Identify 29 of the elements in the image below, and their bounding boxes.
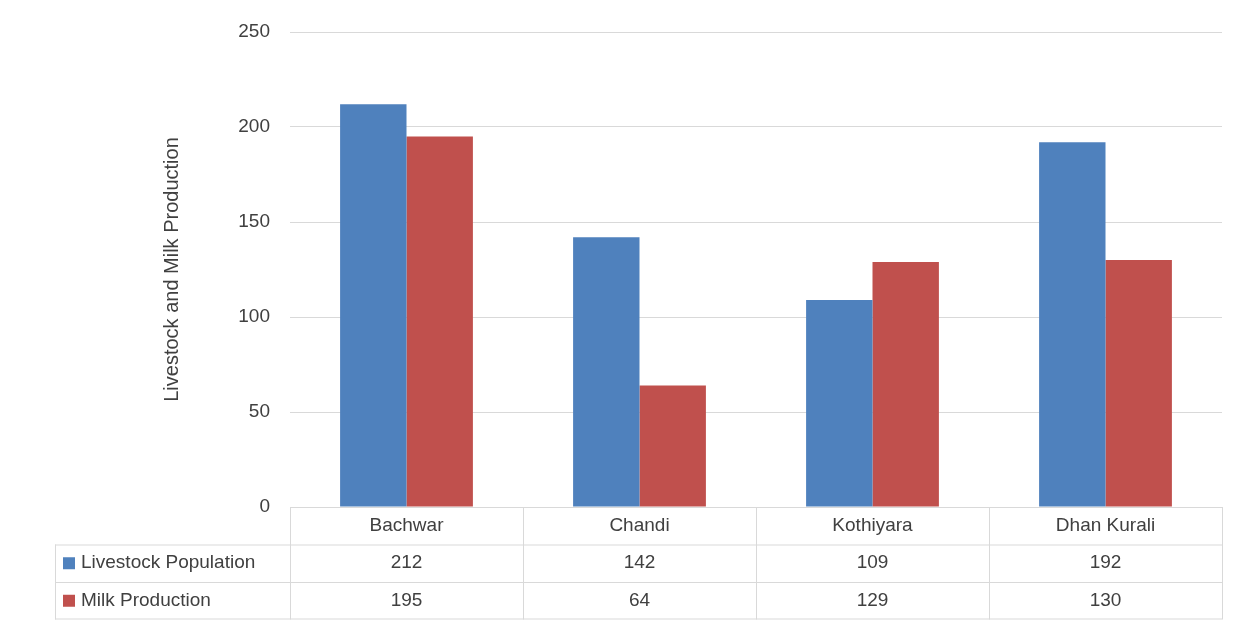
y-axis-title: Livestock and Milk Production: [159, 137, 182, 402]
y-tick-label: 250: [238, 20, 270, 42]
y-tick-label: 0: [259, 495, 270, 517]
bar: [639, 385, 706, 507]
bar: [1039, 142, 1106, 507]
bar: [340, 104, 407, 507]
y-tick-label: 200: [238, 115, 270, 137]
bar: [872, 261, 939, 507]
x-tick-label: Chandi: [609, 513, 670, 535]
data-label: 109: [856, 551, 889, 573]
bar: [573, 237, 640, 507]
x-tick-label: Bachwar: [369, 513, 445, 535]
bar: [406, 136, 473, 507]
bar: [1105, 260, 1172, 507]
x-tick-label: Kothiyara: [832, 513, 914, 535]
bar: [806, 299, 873, 507]
data-label: 130: [1089, 588, 1122, 610]
x-tick-label: Dhan Kurali: [1055, 513, 1156, 535]
legend-label: Milk Production: [81, 588, 211, 610]
data-label: 212: [390, 551, 423, 573]
data-label: 192: [1089, 551, 1122, 573]
data-label: 129: [856, 588, 889, 610]
data-label: 64: [628, 588, 651, 610]
y-tick-label: 150: [238, 210, 270, 232]
y-tick-label: 50: [248, 400, 270, 422]
y-tick-label: 100: [238, 305, 270, 327]
data-label: 195: [390, 588, 423, 610]
legend-label: Livestock Population: [81, 551, 256, 573]
data-label: 142: [623, 551, 656, 573]
